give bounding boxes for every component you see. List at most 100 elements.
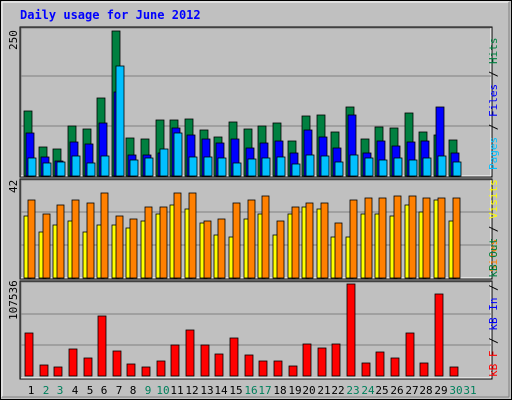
bar-kb-f-day-9	[141, 366, 151, 377]
bar-kb-f-day-5	[83, 357, 93, 377]
legend-entry: kB F	[487, 351, 500, 378]
bar-kb-f-day-18	[273, 360, 283, 377]
bar-kb-f-day-27	[405, 332, 415, 377]
bar-sites-day-12	[188, 192, 197, 279]
bar-kb-f-day-10	[156, 360, 166, 377]
x-tick-label: 17	[258, 384, 271, 397]
y-max-label-bot: 107536	[7, 280, 20, 320]
bar-sites-day-27	[408, 195, 417, 279]
bar-pages-day-3	[56, 161, 66, 177]
bar-sites-day-29	[437, 197, 446, 279]
bar-kb-f-day-20	[302, 343, 312, 377]
legend-entry: Pages	[487, 137, 500, 170]
bar-kb-f-day-8	[126, 363, 136, 377]
bar-kb-f-day-16	[244, 354, 254, 377]
bar-pages-day-11	[173, 132, 183, 177]
bar-sites-day-23	[349, 199, 358, 279]
bar-kb-f-day-3	[53, 366, 63, 377]
bar-kb-f-day-2	[39, 364, 49, 377]
bar-sites-day-19	[291, 206, 300, 279]
x-tick-label: 7	[116, 384, 123, 397]
legend-entry: /	[487, 64, 500, 84]
bar-kb-f-day-4	[68, 348, 78, 377]
bar-pages-day-14	[217, 157, 227, 177]
bar-kb-f-day-12	[185, 329, 195, 377]
x-tick-label: 29	[434, 384, 447, 397]
bar-sites-day-20	[305, 202, 314, 279]
legend-entry: kB In	[487, 298, 500, 331]
bar-sites-day-18	[276, 220, 285, 279]
bar-sites-day-6	[100, 192, 109, 279]
bar-sites-day-22	[334, 222, 343, 279]
bar-kb-f-day-21	[317, 347, 327, 377]
legend-entry: Visits	[487, 179, 500, 219]
bar-pages-day-20	[305, 154, 315, 177]
bar-pages-day-9	[144, 157, 154, 177]
bar-kb-f-day-15	[229, 337, 239, 377]
bar-pages-day-28	[422, 157, 432, 177]
bar-sites-day-26	[393, 195, 402, 279]
bar-pages-day-21	[320, 155, 330, 177]
bar-sites-day-21	[320, 202, 329, 279]
bar-sites-day-7	[115, 215, 124, 279]
x-tick-label: 10	[156, 384, 169, 397]
bar-kb-f-day-29	[434, 293, 444, 377]
bar-kb-f-day-6	[97, 315, 107, 377]
bar-kb-f-day-25	[375, 351, 385, 377]
chart-bars	[23, 30, 462, 377]
bar-kb-f-day-13	[200, 344, 210, 377]
bar-kb-f-day-1	[24, 332, 34, 377]
legend-entry: /	[487, 219, 500, 239]
bar-pages-day-24	[364, 157, 374, 177]
x-tick-label: 1	[28, 384, 35, 397]
chart-title: Daily usage for June 2012	[20, 8, 201, 22]
bar-pages-day-7	[115, 65, 125, 177]
bar-pages-day-25	[378, 159, 388, 177]
y-max-label-mid: 42	[7, 180, 20, 193]
bar-pages-day-26	[393, 157, 403, 177]
legend-kb-traffic: kB F / kB In / kB Out	[487, 238, 500, 377]
bar-kb-f-day-11	[170, 344, 180, 377]
x-tick-label: 30	[449, 384, 462, 397]
x-tick-label: 19	[288, 384, 301, 397]
x-tick-label: 24	[361, 384, 375, 397]
bar-pages-day-15	[232, 162, 242, 177]
bar-sites-day-10	[159, 206, 168, 279]
x-tick-label: 14	[214, 384, 228, 397]
bar-sites-day-24	[364, 197, 373, 279]
bar-pages-day-29	[437, 155, 447, 177]
x-tick-label: 31	[463, 384, 476, 397]
legend-entry: Hits	[487, 38, 500, 65]
bar-sites-day-9	[144, 206, 153, 279]
bar-sites-day-13	[203, 220, 212, 279]
legend-sites-visits: Sites / Visits	[487, 179, 500, 272]
bar-sites-day-14	[217, 218, 226, 279]
bar-kb-f-day-17	[258, 360, 268, 377]
bar-pages-day-2	[42, 162, 52, 177]
bar-pages-day-6	[100, 155, 110, 177]
bar-kb-f-day-28	[419, 362, 429, 377]
bar-sites-day-11	[173, 192, 182, 279]
x-tick-label: 5	[87, 384, 94, 397]
bar-pages-day-1	[27, 157, 37, 177]
x-tick-label: 21	[317, 384, 330, 397]
x-tick-label: 3	[57, 384, 64, 397]
bar-sites-day-28	[422, 197, 431, 279]
x-tick-label: 15	[229, 384, 242, 397]
bar-sites-day-3	[56, 204, 65, 279]
x-tick-label: 20	[302, 384, 315, 397]
bar-kb-f-day-24	[361, 362, 371, 377]
legend-entry: /	[487, 331, 500, 351]
x-tick-label: 18	[273, 384, 286, 397]
bar-sites-day-2	[42, 213, 51, 279]
bar-sites-day-17	[261, 195, 270, 279]
bar-kb-f-day-19	[288, 365, 298, 377]
x-tick-label: 6	[101, 384, 108, 397]
bar-pages-day-16	[247, 158, 257, 177]
x-tick-label: 16	[244, 384, 257, 397]
bar-pages-day-23	[349, 154, 359, 177]
bar-pages-day-8	[129, 159, 139, 177]
bar-kb-f-day-30	[449, 366, 459, 377]
kb-traffic-panel	[19, 280, 493, 380]
